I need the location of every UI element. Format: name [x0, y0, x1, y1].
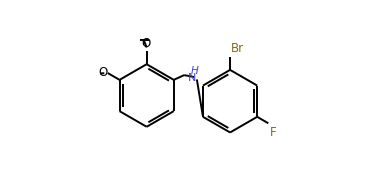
Text: N: N: [188, 73, 196, 83]
Text: Br: Br: [231, 42, 244, 55]
Text: O: O: [99, 66, 108, 79]
Text: F: F: [270, 125, 277, 138]
Text: methoxy_ch3: methoxy_ch3: [140, 37, 150, 39]
Text: O: O: [142, 37, 151, 50]
Text: H: H: [191, 66, 199, 76]
